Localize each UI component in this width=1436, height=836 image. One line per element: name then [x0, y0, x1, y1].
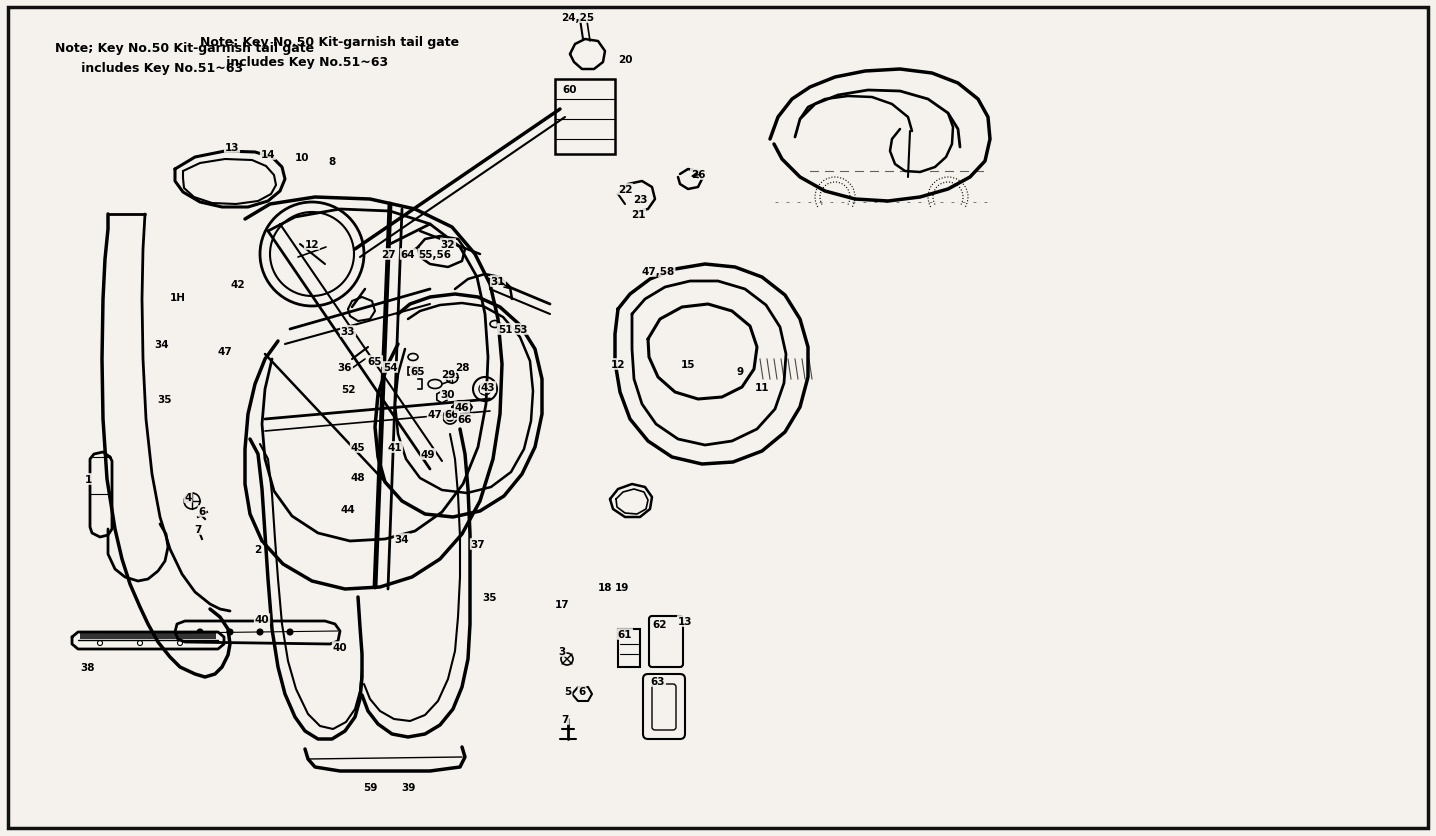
- Text: 11: 11: [755, 383, 770, 393]
- Text: 48: 48: [350, 472, 365, 482]
- Text: 29: 29: [441, 370, 455, 380]
- Circle shape: [257, 630, 263, 635]
- Text: 63: 63: [651, 676, 665, 686]
- Text: 54: 54: [382, 363, 398, 373]
- Text: 20: 20: [617, 55, 632, 65]
- Text: 1: 1: [85, 475, 92, 484]
- Circle shape: [287, 630, 293, 635]
- Text: 23: 23: [633, 195, 648, 205]
- Text: 47: 47: [428, 410, 442, 420]
- Text: 37: 37: [471, 539, 485, 549]
- Bar: [617, 630, 640, 667]
- Bar: [408, 368, 418, 375]
- Text: 34: 34: [155, 339, 169, 349]
- Text: 59: 59: [363, 782, 378, 792]
- Text: 13: 13: [678, 616, 692, 626]
- Text: 21: 21: [630, 210, 645, 220]
- Text: 3: 3: [559, 646, 566, 656]
- Text: 18: 18: [597, 583, 612, 592]
- Text: 42: 42: [231, 280, 246, 289]
- Text: 27: 27: [381, 250, 395, 260]
- Text: 39: 39: [401, 782, 415, 792]
- Text: 15: 15: [681, 359, 695, 370]
- Text: 12: 12: [610, 359, 625, 370]
- Text: 61: 61: [617, 630, 632, 640]
- Circle shape: [197, 630, 202, 635]
- Text: Note; Key No.50 Kit-garnish tail gate: Note; Key No.50 Kit-garnish tail gate: [55, 42, 314, 55]
- Text: 65: 65: [368, 357, 382, 366]
- Text: includes Key No.51~63: includes Key No.51~63: [200, 55, 388, 69]
- Circle shape: [138, 640, 142, 645]
- Text: 47: 47: [218, 347, 233, 357]
- Text: 66: 66: [445, 410, 460, 420]
- Text: 41: 41: [388, 442, 402, 452]
- Text: 6: 6: [579, 686, 586, 696]
- Text: 62: 62: [653, 619, 668, 630]
- Text: 28: 28: [455, 363, 470, 373]
- Text: 22: 22: [617, 185, 632, 195]
- Text: 66: 66: [458, 415, 472, 425]
- Text: 6: 6: [198, 507, 205, 517]
- Text: 26: 26: [691, 170, 705, 180]
- Text: 44: 44: [340, 504, 355, 514]
- Text: 31: 31: [491, 277, 505, 287]
- Text: 2: 2: [254, 544, 261, 554]
- Text: 33: 33: [340, 327, 355, 337]
- Text: 60: 60: [563, 85, 577, 95]
- Text: 30: 30: [441, 390, 455, 400]
- Text: 32: 32: [441, 240, 455, 250]
- Text: Note; Key No.50 Kit-garnish tail gate: Note; Key No.50 Kit-garnish tail gate: [200, 35, 460, 48]
- Text: 14: 14: [261, 150, 276, 160]
- Polygon shape: [80, 633, 215, 640]
- Text: 40: 40: [254, 614, 270, 624]
- Text: 35: 35: [482, 592, 497, 602]
- Text: 10: 10: [294, 153, 309, 163]
- Text: 46: 46: [455, 402, 470, 412]
- Text: 19: 19: [615, 583, 629, 592]
- Text: 9: 9: [737, 366, 744, 376]
- Text: 53: 53: [513, 324, 527, 334]
- Text: 64: 64: [401, 250, 415, 260]
- Text: 35: 35: [158, 395, 172, 405]
- Text: 17: 17: [554, 599, 569, 609]
- Circle shape: [227, 630, 233, 635]
- Text: 40: 40: [333, 642, 348, 652]
- Text: 47,58: 47,58: [642, 267, 675, 277]
- Bar: [554, 80, 615, 155]
- Text: 7: 7: [561, 714, 569, 724]
- Text: 1H: 1H: [169, 293, 187, 303]
- Text: 52: 52: [340, 385, 355, 395]
- Text: 7: 7: [194, 524, 201, 534]
- Text: 51: 51: [498, 324, 513, 334]
- Text: 13: 13: [225, 143, 240, 153]
- Circle shape: [98, 640, 102, 645]
- Text: 8: 8: [329, 157, 336, 167]
- Text: 49: 49: [421, 450, 435, 460]
- Text: 43: 43: [481, 383, 495, 393]
- Text: 4: 4: [184, 492, 191, 502]
- Text: 12: 12: [304, 240, 319, 250]
- Text: 55,56: 55,56: [418, 250, 451, 260]
- Text: 45: 45: [350, 442, 365, 452]
- Text: 65: 65: [411, 366, 425, 376]
- Text: includes Key No.51~63: includes Key No.51~63: [55, 62, 243, 75]
- Text: 5: 5: [564, 686, 572, 696]
- Circle shape: [178, 640, 182, 645]
- Text: 38: 38: [80, 662, 95, 672]
- Text: 24,25: 24,25: [561, 13, 595, 23]
- Text: 34: 34: [395, 534, 409, 544]
- Text: 36: 36: [337, 363, 352, 373]
